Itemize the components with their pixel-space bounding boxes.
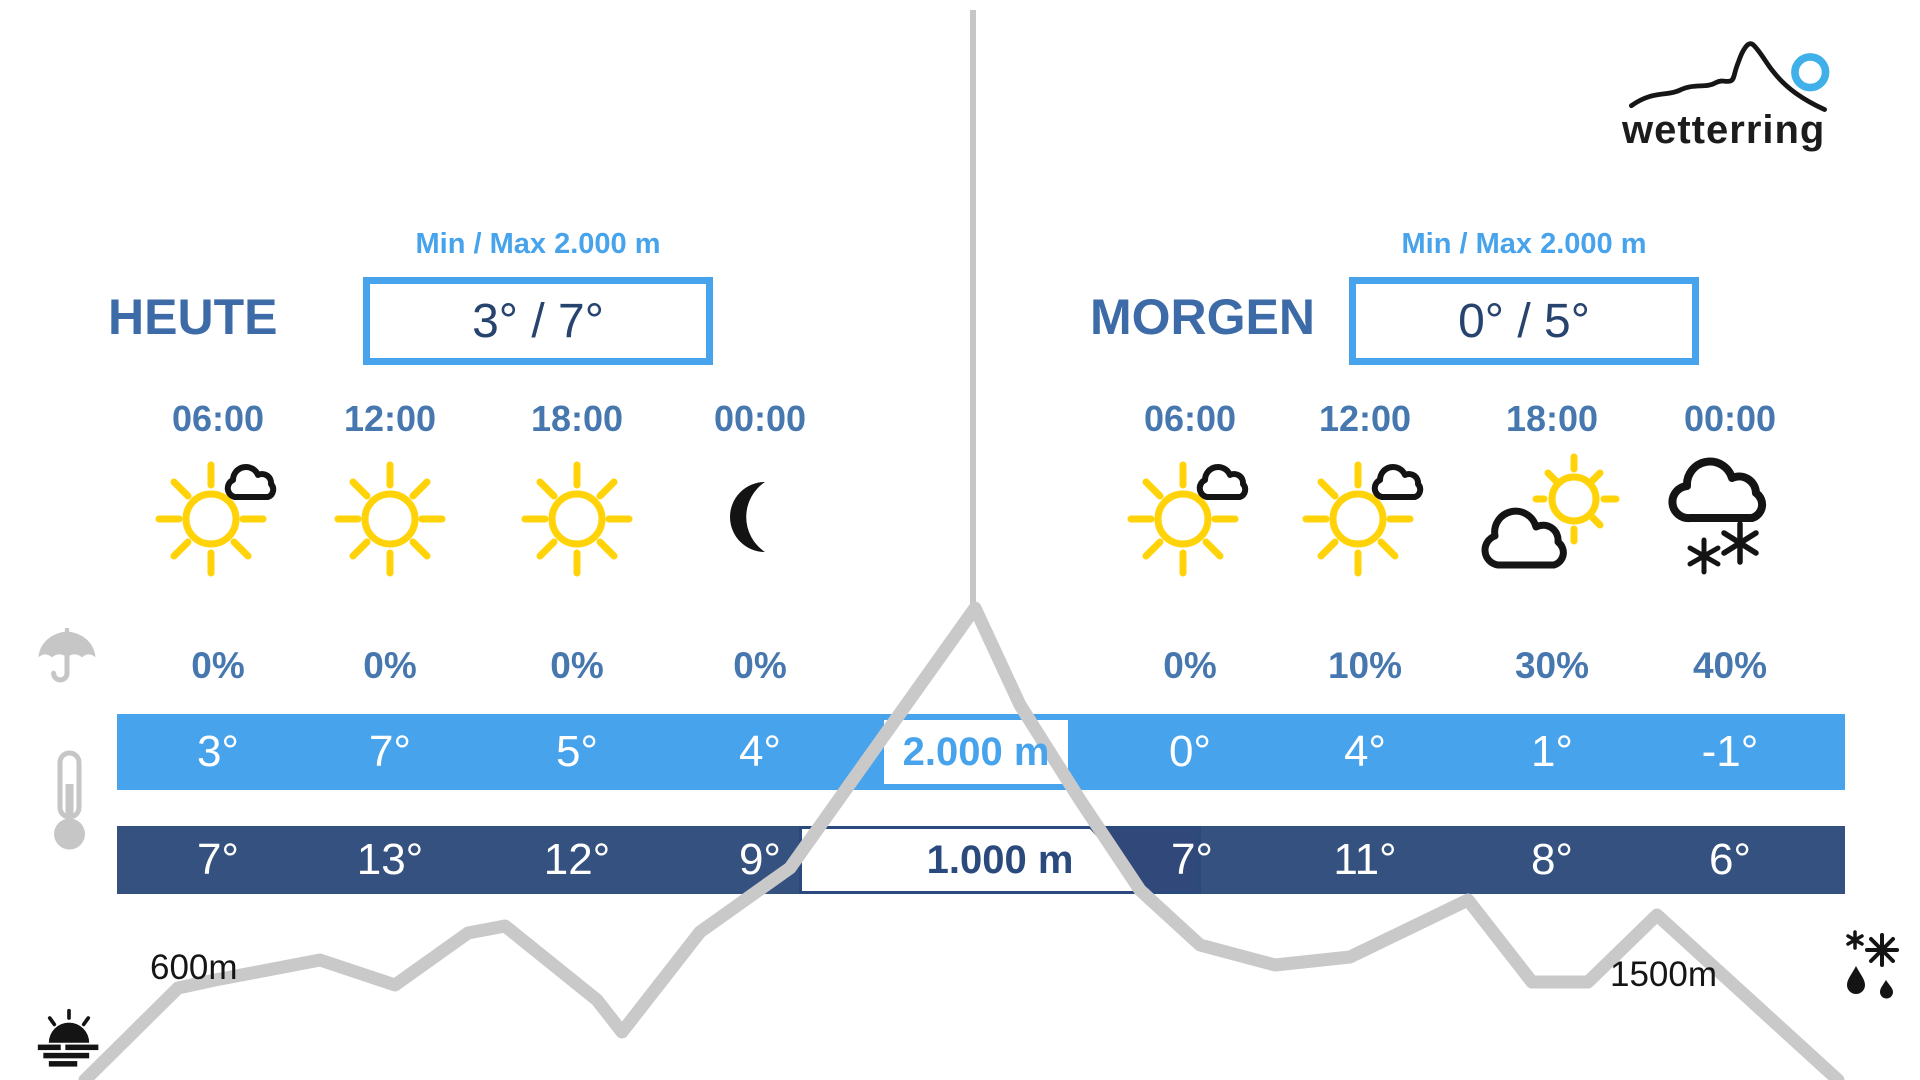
weather-icon-sun-small-cloud (1285, 442, 1445, 592)
weather-icon-sunny (497, 442, 657, 592)
precip-value: 0% (733, 645, 787, 686)
precip-value: 10% (1327, 645, 1403, 686)
snowflake-icon (1721, 521, 1759, 565)
minmax-value-heute: 3° / 7° (472, 294, 604, 348)
thermometer-icon (54, 750, 85, 850)
small-cloud-icon (1371, 464, 1424, 500)
time-label: 18:00 (1505, 398, 1599, 439)
umbrella-icon (38, 628, 96, 683)
temp-2000m: 4° (738, 727, 782, 776)
minmax-box-morgen: 0° / 5° (1349, 277, 1699, 365)
temp-2000m: 0° (1168, 727, 1212, 776)
temp-1000m: 11° (1333, 835, 1397, 884)
time-label: 18:00 (530, 398, 624, 439)
moon-crescent (730, 482, 765, 552)
temp-2000m: 5° (555, 727, 599, 776)
minmax-value-morgen: 0° / 5° (1458, 294, 1590, 348)
weather-icon-sun-small-cloud (1110, 442, 1270, 592)
precip-value: 0% (1163, 645, 1217, 686)
logo-sun-ring (1791, 53, 1830, 92)
time-label: 00:00 (713, 398, 807, 439)
minmax-label-heute: Min / Max 2.000 m (415, 228, 661, 260)
big-cloud-icon (1481, 507, 1567, 569)
temp-2000m: 3° (196, 727, 240, 776)
brand-name: wetterring (1622, 108, 1826, 152)
day-title-morgen: MORGEN (1090, 289, 1315, 345)
temp-1000m: 12° (543, 835, 611, 884)
snowflake-icon (1865, 933, 1899, 967)
temp-1000m: 7° (1170, 835, 1214, 884)
temp-2000m: -1° (1701, 727, 1759, 776)
sleet-icon (1846, 930, 1899, 999)
minmax-label-morgen: Min / Max 2.000 m (1401, 228, 1647, 260)
wetterring-logo-icon (1629, 41, 1830, 112)
precip-value: 0% (191, 645, 245, 686)
temp-1000m: 6° (1708, 835, 1752, 884)
snowflake-icon (1846, 930, 1864, 950)
temp-2000m: 4° (1343, 727, 1387, 776)
time-label: 12:00 (1318, 398, 1412, 439)
altitude-label-2000m: 2.000 m (902, 730, 1050, 774)
temp-2000m: 1° (1530, 727, 1574, 776)
time-label: 06:00 (1143, 398, 1237, 439)
minmax-box-heute: 3° / 7° (363, 277, 713, 365)
weather-icon-sun-behind-cloud (1472, 442, 1632, 592)
weather-icon-sunny (310, 442, 470, 592)
temp-1000m: 13° (356, 835, 424, 884)
snowflake-icon (1687, 537, 1721, 575)
weather-icon-sun-small-cloud (138, 442, 298, 592)
raindrop-icon (1847, 966, 1865, 994)
time-label: 06:00 (171, 398, 265, 439)
temp-1000m: 7° (196, 835, 240, 884)
small-cloud-icon (1196, 464, 1249, 500)
temp-2000m: 7° (368, 727, 412, 776)
precip-value: 40% (1692, 645, 1768, 686)
weather-icon-moon (680, 442, 840, 592)
time-label: 12:00 (343, 398, 437, 439)
precip-value: 0% (550, 645, 604, 686)
small-cloud-icon (224, 464, 277, 500)
cloud-icon (1668, 457, 1767, 523)
temp-1000m: 8° (1530, 835, 1574, 884)
raindrop-icon (1880, 980, 1893, 999)
day-title-heute: HEUTE (108, 289, 278, 345)
elevation-marker-right: 1500m (1610, 955, 1718, 994)
time-label: 00:00 (1683, 398, 1777, 439)
precip-value: 0% (363, 645, 417, 686)
altitude-label-1000m: 1.000 m (926, 838, 1074, 882)
elevation-marker-left: 600m (150, 948, 238, 987)
sunrise-icon (37, 1008, 99, 1067)
temp-1000m: 9° (738, 835, 782, 884)
weather-icon-snow-cloud (1650, 442, 1810, 592)
precip-value: 30% (1514, 645, 1590, 686)
